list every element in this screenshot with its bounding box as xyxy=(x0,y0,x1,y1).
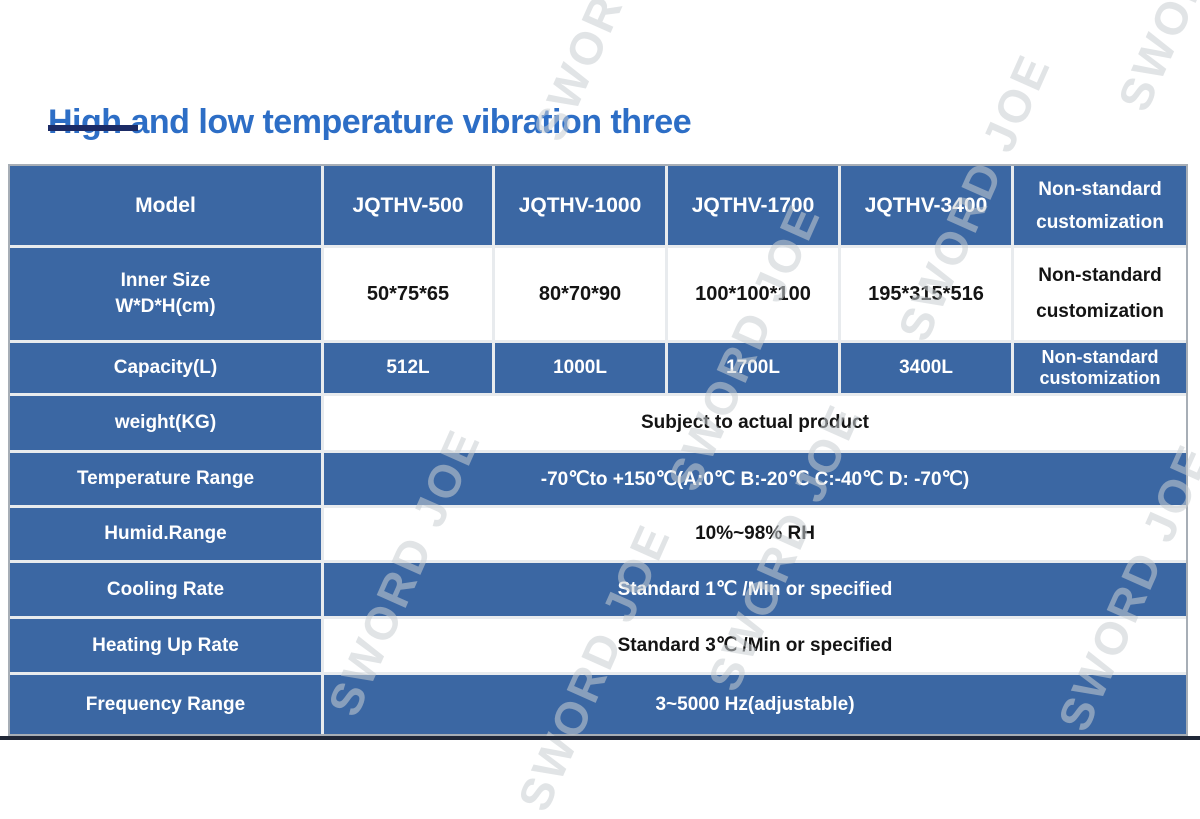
value-cell-custom: Non-standard customization xyxy=(1014,343,1186,393)
header-cell-model-2: JQTHV-1000 xyxy=(495,166,665,245)
value-cell: 100*100*100 xyxy=(668,248,838,340)
header-cell-model-4: JQTHV-3400 xyxy=(841,166,1011,245)
row-label-inner-size: Inner Size W*D*H(cm) xyxy=(10,248,321,340)
value-cell: 3400L xyxy=(841,343,1011,393)
value-cell: 80*70*90 xyxy=(495,248,665,340)
value-cell: 1000L xyxy=(495,343,665,393)
value-cell: 512L xyxy=(324,343,492,393)
row-label-cooling-rate: Cooling Rate xyxy=(10,563,321,616)
span-value-humidity-range: 10%~98% RH xyxy=(324,508,1186,560)
header-cell-model-3: JQTHV-1700 xyxy=(668,166,838,245)
row-label-humidity-range: Humid.Range xyxy=(10,508,321,560)
parameter-table: Model JQTHV-500 JQTHV-1000 JQTHV-1700 JQ… xyxy=(8,164,1188,736)
bottom-edge-bar xyxy=(0,736,1200,740)
header-cell-model: Model xyxy=(10,166,321,245)
page-title-line1: High and low temperature vibration three xyxy=(48,103,692,141)
title-underline xyxy=(48,125,138,131)
row-label-weight: weight(KG) xyxy=(10,396,321,450)
value-cell: 50*75*65 xyxy=(324,248,492,340)
span-value-heating-up-rate: Standard 3℃ /Min or specified xyxy=(324,619,1186,672)
value-cell: 195*315*516 xyxy=(841,248,1011,340)
row-label-frequency-range: Frequency Range xyxy=(10,675,321,734)
span-value-frequency-range: 3~5000 Hz(adjustable) xyxy=(324,675,1186,734)
span-value-cooling-rate: Standard 1℃ /Min or specified xyxy=(324,563,1186,616)
span-value-weight: Subject to actual product xyxy=(324,396,1186,450)
header-cell-custom: Non-standard customization xyxy=(1014,166,1186,245)
row-label-capacity: Capacity(L) xyxy=(10,343,321,393)
row-label-temperature-range: Temperature Range xyxy=(10,453,321,505)
header-cell-model-1: JQTHV-500 xyxy=(324,166,492,245)
value-cell-custom: Non-standard customization xyxy=(1014,248,1186,340)
value-cell: 1700L xyxy=(668,343,838,393)
row-label-heating-up-rate: Heating Up Rate xyxy=(10,619,321,672)
watermark-text: SWORD JOE xyxy=(1107,0,1200,119)
span-value-temperature-range: -70℃to +150℃(A:0℃ B:-20℃ C:-40℃ D: -70℃) xyxy=(324,453,1186,505)
